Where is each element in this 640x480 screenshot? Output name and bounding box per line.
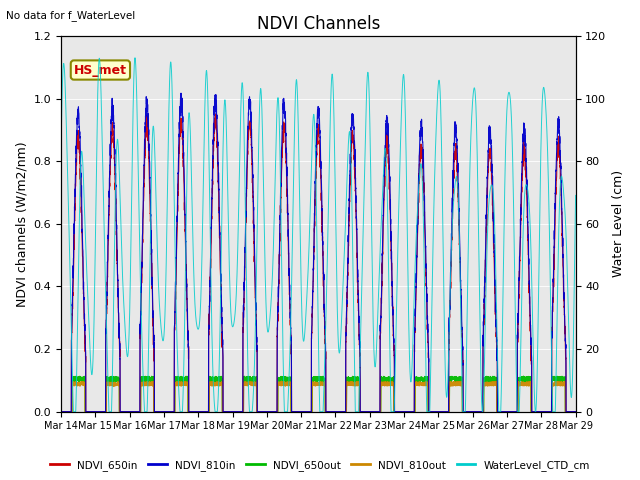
Text: HS_met: HS_met xyxy=(74,63,127,76)
Y-axis label: Water Level (cm): Water Level (cm) xyxy=(612,170,625,277)
Title: NDVI Channels: NDVI Channels xyxy=(257,15,380,33)
Y-axis label: NDVI channels (W/m2/nm): NDVI channels (W/m2/nm) xyxy=(15,141,28,307)
Legend: NDVI_650in, NDVI_810in, NDVI_650out, NDVI_810out, WaterLevel_CTD_cm: NDVI_650in, NDVI_810in, NDVI_650out, NDV… xyxy=(46,456,594,475)
Text: No data for f_WaterLevel: No data for f_WaterLevel xyxy=(6,10,136,21)
